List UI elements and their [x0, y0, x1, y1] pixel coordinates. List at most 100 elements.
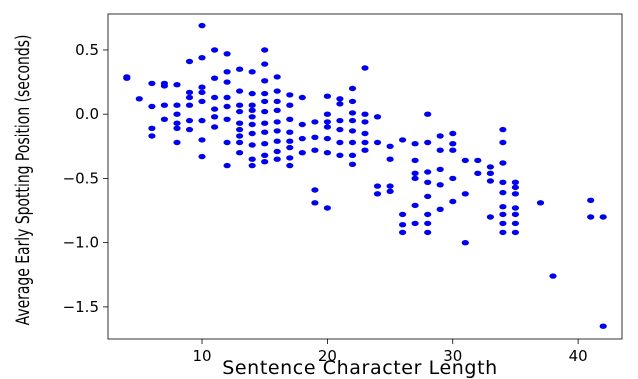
- data-point: [449, 147, 457, 153]
- data-point: [449, 198, 457, 205]
- data-point: [323, 111, 331, 117]
- data-point: [348, 117, 357, 124]
- data-point: [286, 138, 294, 144]
- data-point: [511, 205, 519, 211]
- data-point: [236, 108, 244, 115]
- data-point: [499, 160, 507, 166]
- data-points: [123, 22, 607, 329]
- data-point: [248, 114, 256, 120]
- data-point: [436, 133, 444, 139]
- data-point: [424, 169, 432, 175]
- data-point: [223, 69, 231, 75]
- data-point: [211, 47, 219, 53]
- data-point: [236, 126, 244, 133]
- data-point: [273, 148, 281, 155]
- data-point: [599, 214, 607, 220]
- data-point: [411, 141, 419, 147]
- data-point: [486, 170, 494, 176]
- data-point: [211, 94, 219, 101]
- data-point: [298, 94, 306, 101]
- x-tick-label: 40: [569, 347, 588, 365]
- data-point: [311, 134, 319, 140]
- y-tick-label: −1.0: [63, 234, 99, 252]
- data-point: [373, 191, 382, 197]
- data-point: [173, 82, 181, 88]
- data-point: [261, 129, 269, 135]
- data-point: [211, 124, 219, 130]
- data-point: [336, 101, 344, 107]
- plot-area: [107, 13, 623, 340]
- data-point: [198, 98, 206, 105]
- data-point: [236, 120, 244, 126]
- data-point: [499, 229, 507, 236]
- data-point: [261, 47, 269, 53]
- data-point: [173, 125, 181, 131]
- data-point: [373, 114, 382, 120]
- data-point: [261, 159, 269, 165]
- data-point: [361, 65, 369, 71]
- data-point: [361, 111, 369, 117]
- data-point: [411, 220, 419, 227]
- y-tick-label: 0.0: [75, 105, 99, 123]
- data-point: [261, 120, 269, 126]
- data-point: [511, 229, 519, 236]
- data-point: [223, 103, 231, 110]
- data-point: [198, 55, 206, 61]
- data-point: [461, 240, 469, 246]
- data-point: [348, 152, 357, 158]
- data-point: [323, 119, 331, 125]
- data-point: [411, 170, 419, 176]
- data-point: [436, 206, 444, 212]
- data-point: [198, 153, 206, 160]
- data-point: [185, 89, 194, 96]
- data-point: [236, 139, 244, 146]
- data-point: [286, 155, 294, 161]
- data-point: [361, 139, 369, 146]
- data-point: [261, 90, 269, 97]
- data-point: [361, 147, 369, 153]
- data-point: [198, 117, 206, 124]
- data-point: [424, 111, 432, 117]
- data-point: [386, 183, 394, 189]
- data-point: [436, 182, 444, 188]
- data-point: [499, 204, 507, 210]
- data-point: [173, 111, 181, 117]
- data-point: [148, 125, 156, 131]
- data-point: [348, 139, 357, 146]
- data-point: [160, 116, 168, 123]
- data-point: [261, 141, 269, 147]
- data-point: [361, 119, 369, 125]
- data-point: [223, 51, 231, 57]
- data-point: [311, 200, 319, 206]
- data-point: [223, 79, 231, 85]
- data-point: [461, 191, 469, 197]
- data-point: [286, 92, 294, 98]
- data-point: [424, 179, 432, 185]
- data-point: [311, 187, 319, 193]
- data-point: [336, 96, 344, 102]
- data-point: [273, 98, 281, 105]
- data-point: [160, 102, 168, 108]
- data-point: [248, 142, 256, 148]
- data-point: [399, 222, 407, 228]
- data-point: [411, 202, 419, 209]
- data-point: [273, 128, 281, 134]
- data-point: [173, 102, 181, 108]
- data-point: [248, 69, 256, 75]
- data-point: [185, 94, 194, 101]
- data-point: [336, 139, 344, 146]
- data-point: [148, 80, 156, 87]
- data-point: [499, 179, 507, 185]
- data-point: [248, 107, 256, 114]
- data-point: [411, 175, 419, 182]
- data-point: [348, 128, 357, 134]
- data-point: [474, 170, 482, 176]
- data-point: [248, 130, 256, 137]
- data-point: [298, 150, 306, 156]
- x-tick-label: 20: [318, 347, 337, 365]
- data-point: [449, 175, 457, 182]
- data-point: [198, 84, 206, 90]
- data-point: [223, 139, 231, 146]
- data-point: [236, 66, 244, 72]
- data-point: [123, 75, 131, 81]
